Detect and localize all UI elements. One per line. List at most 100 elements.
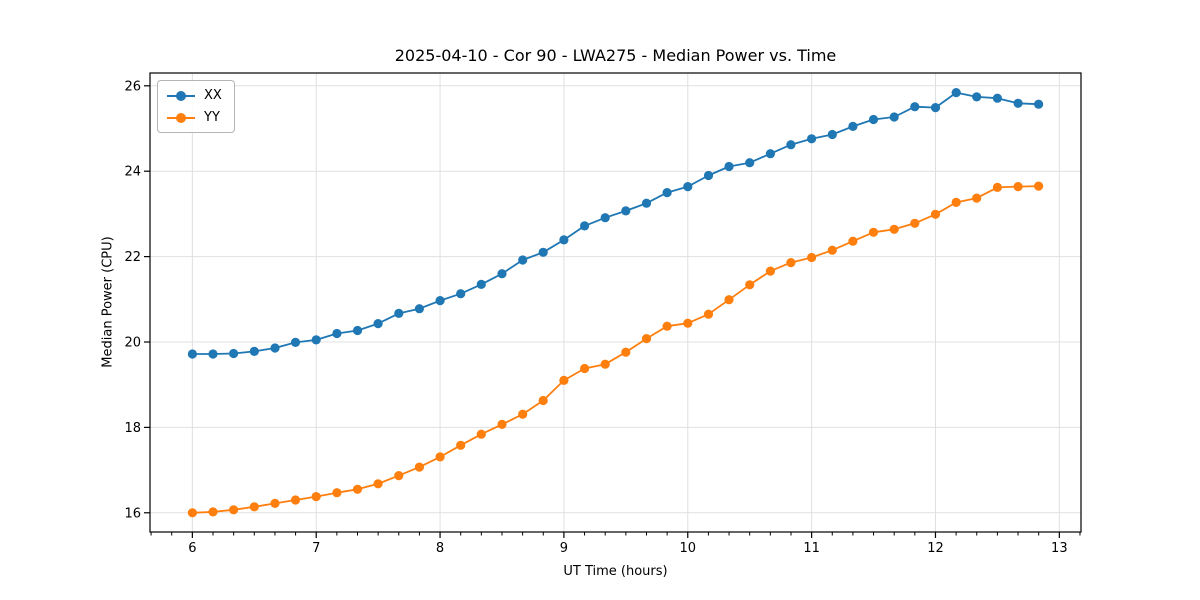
data-point-yy [332, 488, 342, 498]
data-point-xx [1034, 99, 1044, 109]
data-point-yy [807, 252, 817, 263]
data-point-xx [332, 328, 342, 339]
data-point-yy [683, 318, 693, 328]
data-point-xx [827, 129, 837, 140]
data-point-yy [311, 492, 321, 502]
data-point-yy [580, 363, 590, 374]
data-point-xx [930, 103, 941, 113]
data-point-xx [394, 308, 404, 318]
data-point-xx [538, 247, 548, 257]
legend-label-yy: YY [204, 110, 220, 125]
data-point-xx [414, 304, 424, 314]
data-point-xx [456, 289, 466, 299]
plot-frame [149, 72, 1082, 533]
data-point-yy [1034, 181, 1044, 191]
data-point-xx [621, 206, 631, 216]
data-point-xx [641, 198, 652, 208]
data-point-yy [394, 471, 404, 481]
data-point-xx [662, 188, 672, 198]
data-point-xx [786, 140, 796, 150]
data-point-yy [476, 429, 486, 439]
data-point-yy [972, 193, 982, 203]
data-point-yy [208, 507, 218, 517]
y-tick-label: 26 [124, 79, 141, 94]
data-point-xx [229, 348, 239, 359]
data-point-yy [187, 508, 197, 518]
data-point-yy [270, 498, 280, 508]
legend-label-xx: XX [204, 88, 222, 103]
data-point-yy [290, 495, 301, 505]
data-point-xx [270, 343, 280, 353]
data-point-xx [868, 114, 879, 125]
data-point-xx [807, 134, 817, 144]
data-point-yy [249, 502, 259, 512]
data-point-xx [435, 296, 445, 306]
data-point-yy [786, 258, 796, 268]
data-point-xx [600, 213, 610, 223]
data-point-xx [683, 182, 693, 192]
y-tick-label: 18 [124, 421, 141, 436]
y-tick-label: 24 [124, 165, 141, 180]
y-tick-label: 22 [124, 250, 141, 265]
data-point-yy [992, 182, 1003, 192]
legend: XX YY [157, 80, 235, 133]
data-point-yy [889, 224, 899, 234]
data-point-xx [889, 112, 899, 122]
data-point-xx [703, 170, 714, 181]
data-point-xx [497, 269, 507, 279]
data-point-xx [518, 255, 528, 265]
data-point-yy [848, 236, 858, 246]
data-point-xx [724, 161, 734, 172]
x-tick-label: 12 [927, 541, 944, 556]
data-point-yy [1013, 182, 1023, 192]
y-tick-label: 20 [124, 335, 141, 350]
data-point-xx [311, 335, 321, 345]
data-point-xx [580, 221, 590, 231]
data-point-yy [373, 479, 383, 489]
data-point-yy [910, 218, 920, 228]
legend-marker-yy-icon [167, 112, 195, 123]
data-point-yy [435, 452, 445, 462]
x-tick-label: 10 [679, 541, 696, 556]
data-point-yy [229, 505, 239, 515]
x-tick-label: 11 [803, 541, 820, 556]
x-tick-label: 7 [312, 541, 320, 556]
data-point-xx [951, 88, 961, 98]
data-point-xx [765, 149, 776, 159]
data-point-yy [559, 375, 569, 385]
x-tick-label: 8 [436, 541, 444, 556]
data-point-xx [476, 279, 486, 289]
data-point-yy [724, 295, 734, 305]
data-point-xx [848, 121, 858, 131]
data-point-yy [765, 266, 776, 276]
legend-item-xx: XX [167, 86, 222, 105]
data-point-yy [641, 334, 652, 344]
data-point-yy [745, 280, 755, 290]
data-point-yy [703, 309, 714, 319]
data-point-yy [621, 347, 631, 357]
legend-marker-xx-icon [167, 90, 195, 101]
data-point-yy [497, 419, 507, 429]
x-tick-label: 6 [188, 541, 196, 556]
data-point-xx [972, 92, 982, 102]
data-point-yy [352, 484, 363, 494]
y-tick-label: 16 [124, 506, 141, 521]
data-point-yy [868, 227, 879, 237]
data-point-xx [187, 349, 197, 359]
data-point-xx [992, 93, 1003, 103]
data-point-yy [951, 197, 961, 207]
data-point-yy [538, 395, 548, 406]
data-point-yy [600, 359, 610, 369]
data-point-xx [559, 235, 569, 245]
x-axis-label: UT Time (hours) [563, 564, 668, 579]
data-point-yy [930, 209, 941, 219]
y-axis-label: Median Power (CPU) [100, 236, 116, 368]
legend-item-yy: YY [167, 108, 222, 127]
data-point-xx [745, 158, 755, 168]
data-point-xx [910, 102, 920, 112]
data-point-xx [373, 319, 383, 329]
data-point-yy [827, 245, 837, 255]
series-line-yy [191, 185, 1040, 514]
